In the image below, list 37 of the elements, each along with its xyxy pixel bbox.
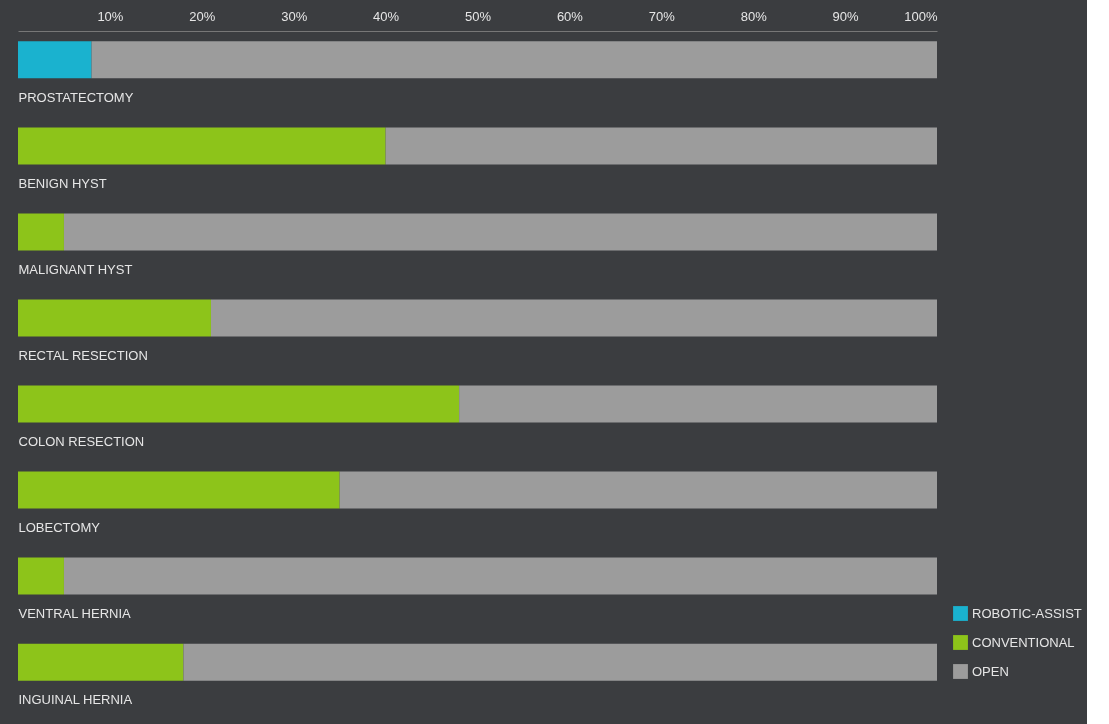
- x-tick-label: 60%: [556, 8, 584, 24]
- y-tick-label: MALIGNANT HYST: [18, 261, 133, 277]
- bar: [18, 41, 92, 79]
- x-tick-label: 50%: [464, 8, 492, 24]
- x-tick-label: 80%: [740, 8, 768, 24]
- bar: [63, 213, 937, 251]
- bar: [339, 471, 937, 509]
- y-tick-label: RECTAL RESECTION: [18, 347, 148, 363]
- bar: [210, 299, 937, 337]
- bar: [18, 127, 386, 165]
- legend-label: ROBOTIC-ASSIST: [972, 605, 1082, 621]
- x-tick-label: 70%: [648, 8, 676, 24]
- bar: [18, 643, 184, 681]
- y-tick-label: VENTRAL HERNIA: [18, 606, 132, 622]
- bar: [18, 471, 340, 509]
- y-tick-label: INGUINAL HERNIA: [18, 692, 133, 708]
- x-tick-label: 100%: [904, 8, 938, 24]
- y-tick-label: LOBECTOMY: [18, 520, 101, 536]
- bar: [18, 299, 211, 337]
- x-tick-label: 10%: [97, 8, 124, 24]
- y-tick-label: COLON RESECTION: [18, 434, 145, 450]
- bar: [18, 385, 460, 423]
- x-tick-label: 90%: [832, 8, 860, 24]
- x-tick-label: 20%: [189, 8, 216, 24]
- y-tick-label: BENIGN HYST: [18, 175, 107, 191]
- bar: [459, 385, 937, 423]
- bar: [91, 41, 937, 79]
- x-tick-label: 40%: [373, 8, 400, 24]
- bar: [385, 127, 937, 165]
- bar: [18, 557, 64, 595]
- x-tick-label: 30%: [281, 8, 308, 24]
- bar: [183, 643, 937, 681]
- y-tick-label: PROSTATECTOMY: [18, 89, 134, 105]
- legend-label: OPEN: [972, 663, 1009, 679]
- bar: [63, 557, 937, 595]
- legend-label: CONVENTIONAL: [972, 634, 1075, 650]
- bar: [18, 213, 64, 251]
